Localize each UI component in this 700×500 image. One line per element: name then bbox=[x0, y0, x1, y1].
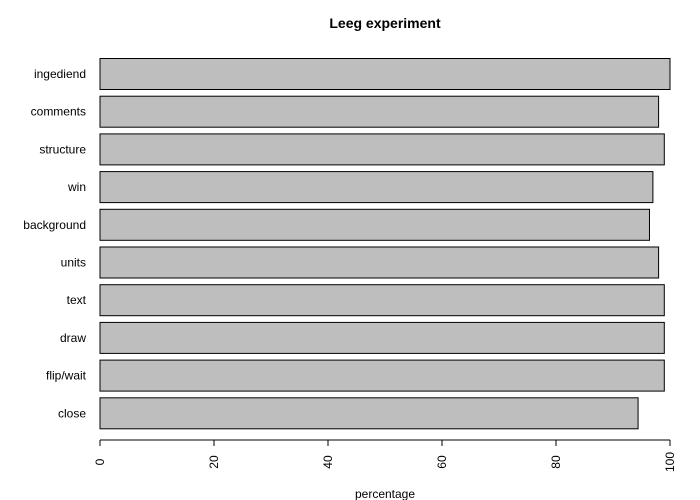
bar-background bbox=[99, 208, 650, 241]
category-labels: ingediend comments structure win background u… bbox=[23, 67, 86, 420]
category-label: units bbox=[61, 256, 86, 270]
bar-comments bbox=[99, 95, 660, 128]
bar-flip-wait bbox=[99, 359, 665, 392]
x-axis-label: percentage bbox=[355, 487, 415, 500]
category-label: structure bbox=[39, 142, 86, 156]
category-label: ingediend bbox=[34, 67, 86, 81]
category-label: flip/wait bbox=[46, 369, 87, 383]
bar-text bbox=[99, 284, 665, 317]
x-tick-label: 100 bbox=[663, 452, 677, 472]
category-label: close bbox=[58, 406, 86, 420]
bar-win bbox=[99, 171, 654, 204]
x-tick-label: 20 bbox=[207, 455, 221, 469]
bars-group bbox=[99, 58, 671, 430]
x-tick-label: 80 bbox=[549, 455, 563, 469]
x-axis: 0 20 40 60 80 100 bbox=[93, 439, 677, 472]
x-tick-label: 40 bbox=[321, 455, 335, 469]
category-label: comments bbox=[31, 105, 86, 119]
bar-structure bbox=[99, 133, 665, 166]
chart-title: Leeg experiment bbox=[329, 15, 441, 31]
x-tick-label: 0 bbox=[93, 458, 107, 465]
bar-close bbox=[99, 397, 639, 430]
bar-units bbox=[99, 246, 660, 279]
bar-ingediend bbox=[99, 58, 671, 90]
category-label: text bbox=[67, 293, 87, 307]
x-tick-label: 60 bbox=[435, 455, 449, 469]
bar-draw bbox=[99, 321, 665, 354]
category-label: win bbox=[67, 180, 86, 194]
category-label: draw bbox=[60, 331, 86, 345]
category-label: background bbox=[23, 218, 86, 232]
